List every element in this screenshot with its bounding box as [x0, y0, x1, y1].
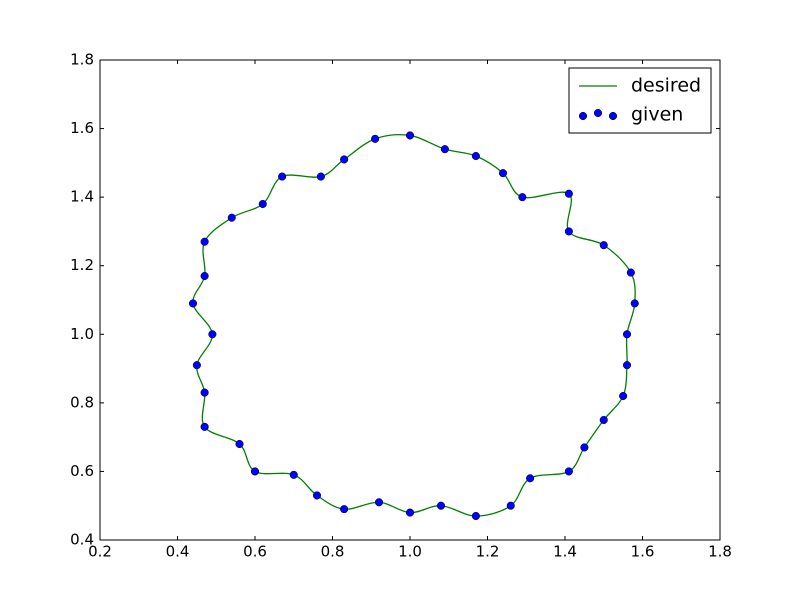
point — [564, 467, 573, 476]
y-tick-label: 1.6 — [70, 119, 94, 137]
point — [200, 422, 209, 431]
point — [518, 193, 527, 202]
point — [200, 388, 209, 397]
point — [630, 299, 639, 308]
point — [440, 145, 449, 154]
point — [278, 172, 287, 181]
point — [471, 511, 480, 521]
point — [436, 501, 446, 510]
point — [374, 498, 384, 507]
point — [316, 172, 325, 181]
point — [471, 151, 480, 161]
point — [340, 505, 349, 514]
point — [622, 361, 632, 370]
point — [498, 169, 508, 178]
x-tick-label: 0.4 — [166, 543, 190, 561]
y-tick-label: 1.0 — [70, 325, 94, 343]
legend-swatch — [593, 108, 603, 118]
point — [250, 467, 260, 476]
point — [619, 391, 628, 401]
y-tick-label: 0.8 — [70, 393, 94, 411]
x-tick-label: 1.4 — [553, 543, 577, 561]
x-tick-label: 0.8 — [321, 543, 345, 561]
point — [599, 415, 608, 425]
point — [200, 271, 209, 281]
y-tick-label: 0.6 — [70, 462, 94, 480]
y-tick-label: 1.4 — [70, 188, 94, 206]
x-tick-label: 1.8 — [708, 543, 732, 561]
point — [258, 199, 267, 209]
plot-area — [100, 60, 720, 540]
x-tick-label: 1.0 — [398, 543, 422, 561]
point — [405, 131, 415, 140]
x-tick-label: 0.2 — [88, 543, 112, 561]
point — [208, 330, 217, 339]
point — [227, 213, 236, 222]
point — [564, 227, 573, 236]
y-tick-label: 1.8 — [70, 51, 94, 69]
point — [622, 330, 632, 339]
legend-swatch — [608, 111, 618, 121]
point — [289, 470, 298, 479]
point — [312, 491, 322, 500]
x-tick-label: 0.6 — [243, 543, 267, 561]
point — [371, 134, 380, 143]
point — [200, 237, 209, 246]
y-tick-label: 0.4 — [70, 531, 94, 549]
point — [188, 299, 198, 308]
point — [626, 268, 635, 277]
axes-frame — [99, 59, 721, 541]
point — [599, 241, 608, 250]
point — [506, 501, 515, 510]
y-tick-label: 1.2 — [70, 256, 94, 274]
x-tick-label: 1.6 — [631, 543, 655, 561]
legend-label: given — [631, 104, 683, 126]
point — [526, 474, 535, 483]
x-tick-label: 1.2 — [476, 543, 500, 561]
legend-label: desired — [631, 75, 701, 97]
point — [235, 439, 244, 449]
point — [192, 361, 201, 370]
legend-swatch — [578, 111, 588, 121]
point — [340, 155, 349, 164]
point — [564, 189, 573, 198]
legend-box — [568, 67, 712, 134]
point — [405, 508, 415, 517]
point — [580, 443, 589, 452]
